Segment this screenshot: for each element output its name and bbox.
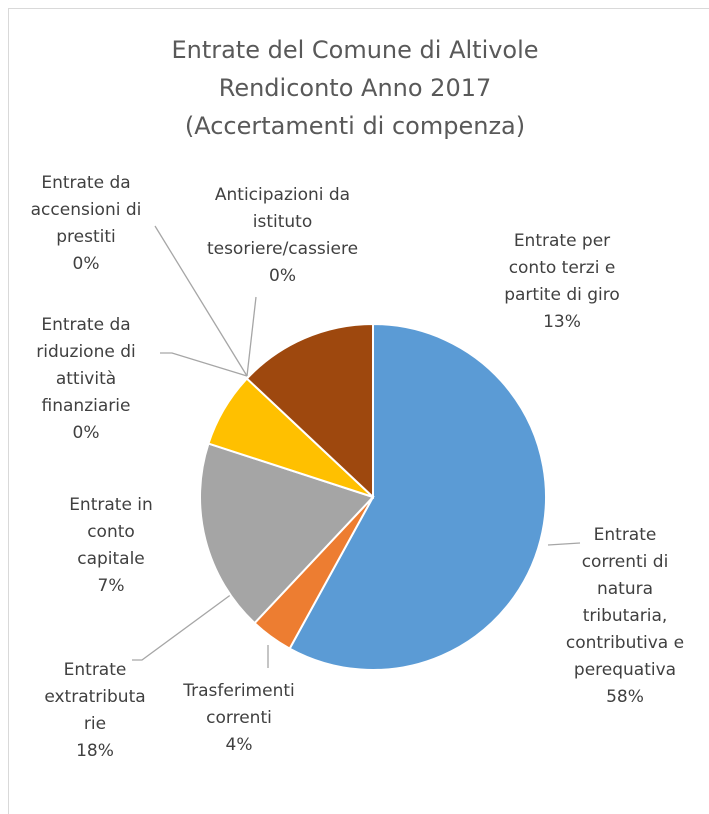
data-label: Entrate per conto terzi e partite di gir… xyxy=(497,228,627,336)
data-label: Entrate da accensioni di prestiti 0% xyxy=(22,170,150,278)
pie-slice xyxy=(245,322,374,500)
pie-slice xyxy=(199,442,375,625)
category-label: Anticipazioni da istituto tesoriere/cass… xyxy=(206,185,359,259)
leader-lines xyxy=(132,225,581,668)
value-label: 58% xyxy=(606,687,644,707)
data-label: Entrate extratributarie 18% xyxy=(42,657,148,765)
category-label: Entrate correnti di natura tributaria, c… xyxy=(565,525,685,680)
value-label: 18% xyxy=(76,741,114,761)
category-label: Entrate da accensioni di prestiti xyxy=(30,173,142,247)
category-label: Entrate extratributarie xyxy=(44,660,146,734)
category-label: Entrate in conto capitale xyxy=(69,495,153,569)
leader-line xyxy=(246,296,257,377)
value-label: 13% xyxy=(543,312,581,332)
chart-title: Entrate del Comune di Altivole xyxy=(171,36,538,64)
leader-line xyxy=(547,542,581,546)
leader-line xyxy=(160,352,248,377)
data-label: Entrate in conto capitale 7% xyxy=(62,492,160,600)
category-label: Entrate per conto terzi e partite di gir… xyxy=(504,231,620,305)
value-label: 4% xyxy=(225,735,253,755)
value-label: 7% xyxy=(97,576,125,596)
chart-border xyxy=(8,8,709,814)
value-label: 0% xyxy=(72,254,100,274)
data-label: Anticipazioni da istituto tesoriere/cass… xyxy=(205,182,360,290)
pie-slice xyxy=(288,322,547,671)
value-label: 0% xyxy=(72,423,100,443)
data-label: Trasferimenti correnti 4% xyxy=(180,678,298,759)
chart-title: Rendiconto Anno 2017 xyxy=(219,74,492,102)
slices xyxy=(199,322,547,671)
chart-title: (Accertamenti di compenza) xyxy=(185,112,525,140)
leader-line xyxy=(132,587,241,661)
category-label: Trasferimenti correnti xyxy=(183,681,295,728)
category-label: Entrate da riduzione di attività finanzi… xyxy=(36,315,136,416)
leader-line xyxy=(154,225,248,377)
data-label: Entrate correnti di natura tributaria, c… xyxy=(560,522,690,711)
data-label: Entrate da riduzione di attività finanzi… xyxy=(22,312,150,447)
value-label: 0% xyxy=(269,266,296,286)
